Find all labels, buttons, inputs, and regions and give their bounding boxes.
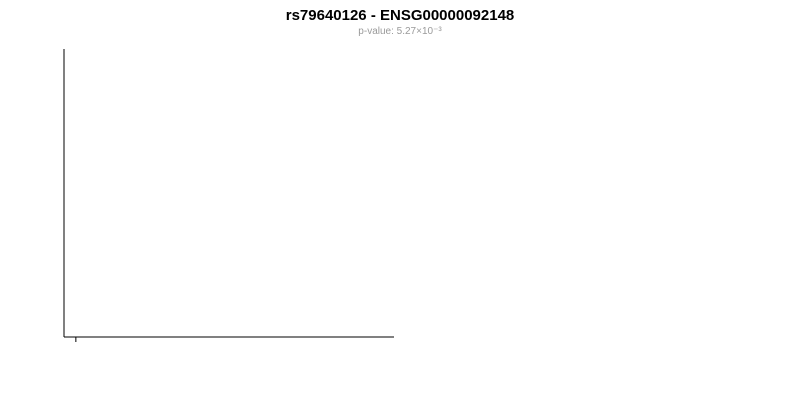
- right-scatter-plot: [410, 37, 798, 387]
- left-scatter-plot: [63, 49, 394, 342]
- chart-subtitle: p-value: 5.27×10⁻³: [358, 26, 442, 37]
- charts-container: [0, 37, 800, 387]
- chart-header: rs79640126 - ENSG00000092148 p-value: 5.…: [0, 0, 800, 37]
- chart-title: rs79640126 - ENSG00000092148: [285, 7, 515, 24]
